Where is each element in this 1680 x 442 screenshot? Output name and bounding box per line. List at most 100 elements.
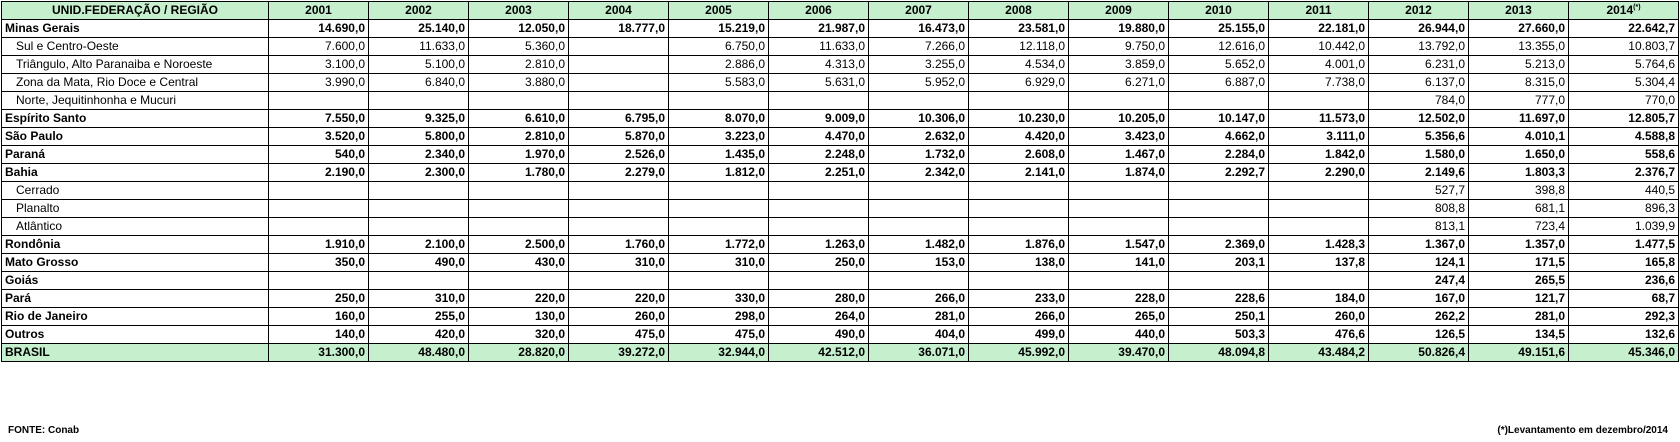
value-cell: 499,0 <box>968 325 1069 344</box>
production-table: UNID.FEDERAÇÃO / REGIÃO 2001 2002 2003 2004… <box>1 1 1679 362</box>
year-label: 2007 <box>905 3 932 17</box>
value-cell: 490,0 <box>368 253 469 272</box>
value-cell: 5.100,0 <box>368 55 469 74</box>
value-cell: 3.100,0 <box>268 55 369 74</box>
value-cell <box>268 91 369 110</box>
value-cell <box>868 199 969 218</box>
value-cell: 5.764,6 <box>1568 55 1679 74</box>
header-row: UNID.FEDERAÇÃO / REGIÃO 2001 2002 2003 2004… <box>1 1 1679 20</box>
value-cell: 25.155,0 <box>1168 19 1269 38</box>
value-cell: 13.792,0 <box>1368 37 1469 56</box>
value-cell <box>768 271 869 290</box>
value-cell <box>568 217 669 236</box>
year-header: 2007 <box>868 1 969 20</box>
value-cell: 1.876,0 <box>968 235 1069 254</box>
value-cell: 320,0 <box>468 325 569 344</box>
value-cell: 138,0 <box>968 253 1069 272</box>
year-label: 2012 <box>1405 3 1432 17</box>
year-label: 2013 <box>1505 3 1532 17</box>
value-cell <box>1068 217 1169 236</box>
value-cell: 7.600,0 <box>268 37 369 56</box>
value-cell <box>968 271 1069 290</box>
year-label: 2011 <box>1305 3 1332 17</box>
value-cell: 2.190,0 <box>268 163 369 182</box>
value-cell: 5.952,0 <box>868 73 969 92</box>
row-label: Norte, Jequitinhonha e Mucuri <box>1 91 269 110</box>
value-cell <box>968 217 1069 236</box>
value-cell: 3.223,0 <box>668 127 769 146</box>
value-cell: 681,1 <box>1468 199 1569 218</box>
year-header: 2014(*) <box>1568 1 1679 20</box>
value-cell: 141,0 <box>1068 253 1169 272</box>
value-cell: 11.633,0 <box>368 37 469 56</box>
value-cell <box>1168 199 1269 218</box>
value-cell: 770,0 <box>1568 91 1679 110</box>
value-cell: 124,1 <box>1368 253 1469 272</box>
year-header: 2011 <box>1268 1 1369 20</box>
value-cell: 777,0 <box>1468 91 1569 110</box>
value-cell: 7.266,0 <box>868 37 969 56</box>
value-cell: 228,6 <box>1168 289 1269 308</box>
value-cell: 236,6 <box>1568 271 1679 290</box>
value-cell <box>468 199 569 218</box>
value-cell: 5.213,0 <box>1468 55 1569 74</box>
value-cell <box>868 217 969 236</box>
value-cell: 292,3 <box>1568 307 1679 326</box>
row-label: Rondônia <box>1 235 269 254</box>
year-label: 2006 <box>805 3 832 17</box>
value-cell <box>268 199 369 218</box>
state-row: Rondônia 1.910,0 2.100,0 2.500,0 1.760,0 1.77… <box>1 235 1679 254</box>
value-cell: 160,0 <box>268 307 369 326</box>
value-cell: 1.910,0 <box>268 235 369 254</box>
value-cell: 68,7 <box>1568 289 1679 308</box>
value-cell: 2.279,0 <box>568 163 669 182</box>
value-cell: 3.990,0 <box>268 73 369 92</box>
value-cell <box>568 271 669 290</box>
value-cell: 2.632,0 <box>868 127 969 146</box>
value-cell <box>568 37 669 56</box>
value-cell: 440,0 <box>1068 325 1169 344</box>
value-cell <box>1068 199 1169 218</box>
value-cell <box>468 271 569 290</box>
value-cell: 1.580,0 <box>1368 145 1469 164</box>
value-cell <box>568 181 669 200</box>
value-cell <box>868 91 969 110</box>
state-row: Bahia 2.190,0 2.300,0 1.780,0 2.279,0 1.812,0… <box>1 163 1679 182</box>
value-cell <box>368 217 469 236</box>
row-label: Triângulo, Alto Paranaiba e Noroeste <box>1 55 269 74</box>
value-cell <box>1268 181 1369 200</box>
value-cell: 398,8 <box>1468 181 1569 200</box>
value-cell <box>1268 271 1369 290</box>
header-label: UNID.FEDERAÇÃO / REGIÃO <box>1 1 269 20</box>
value-cell <box>668 91 769 110</box>
value-cell: 9.009,0 <box>768 109 869 128</box>
value-cell: 4.010,1 <box>1468 127 1569 146</box>
value-cell: 1.842,0 <box>1268 145 1369 164</box>
value-cell <box>1168 271 1269 290</box>
value-cell <box>668 199 769 218</box>
value-cell: 137,8 <box>1268 253 1369 272</box>
value-cell: 310,0 <box>568 253 669 272</box>
value-cell <box>968 181 1069 200</box>
value-cell: 6.750,0 <box>668 37 769 56</box>
value-cell <box>368 181 469 200</box>
value-cell: 5.631,0 <box>768 73 869 92</box>
value-cell: 527,7 <box>1368 181 1469 200</box>
value-cell: 203,1 <box>1168 253 1269 272</box>
value-cell: 1.039,9 <box>1568 217 1679 236</box>
value-cell <box>768 199 869 218</box>
value-cell: 1.732,0 <box>868 145 969 164</box>
value-cell: 281,0 <box>868 307 969 326</box>
value-cell: 475,0 <box>668 325 769 344</box>
value-cell: 10.306,0 <box>868 109 969 128</box>
value-cell: 18.777,0 <box>568 19 669 38</box>
value-cell: 6.271,0 <box>1068 73 1169 92</box>
total-row: BRASIL 31.300,0 48.480,0 28.820,0 39.272,0 32… <box>1 343 1679 362</box>
value-cell <box>868 181 969 200</box>
row-label: Atlântico <box>1 217 269 236</box>
value-cell: 39.470,0 <box>1068 343 1169 362</box>
value-cell: 4.420,0 <box>968 127 1069 146</box>
row-label: Minas Gerais <box>1 19 269 38</box>
value-cell: 31.300,0 <box>268 343 369 362</box>
value-cell: 184,0 <box>1268 289 1369 308</box>
